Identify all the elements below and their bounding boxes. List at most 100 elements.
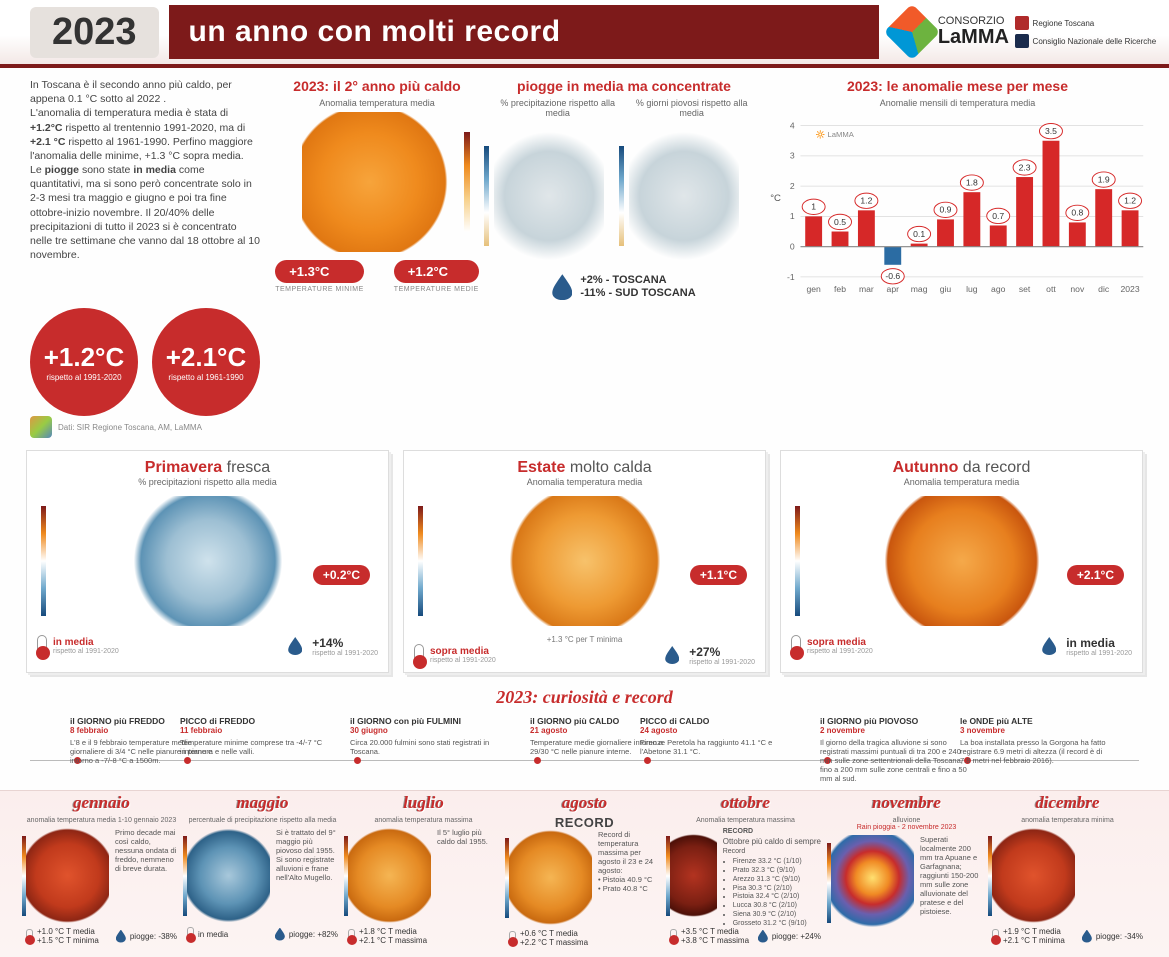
thermometer-icon (37, 635, 47, 657)
month-card-gennaio: gennaio anomalia temperatura media 1-10 … (26, 793, 177, 947)
season-map-0 (128, 496, 288, 626)
map-rainy-days (629, 126, 739, 266)
p2-sub2: % giorni piovosi rispetto alla media (629, 98, 754, 122)
svg-text:0.1: 0.1 (913, 229, 925, 239)
year-box: 2023 (30, 7, 159, 58)
season-card-1: Estate molto calda Anomalia temperatura … (403, 450, 766, 673)
svg-text:mar: mar (859, 284, 874, 294)
regione-icon (1015, 16, 1029, 30)
month-title: gennaio (26, 793, 177, 813)
svg-text:mag: mag (911, 284, 928, 294)
big2-v: +2.1°C (166, 342, 247, 373)
svg-text:0.8: 0.8 (1071, 208, 1083, 218)
panel-monthly-anomaly: 2023: le anomalie mese per mese Anomalie… (766, 78, 1149, 302)
p2-sub1: % precipitazione rispetto alla media (494, 98, 621, 122)
svg-text:1.8: 1.8 (966, 177, 978, 187)
timeline-item-1: PICCO di FREDDO 11 febbraio Temperature … (180, 716, 330, 756)
p3-title: 2023: le anomalie mese per mese (847, 78, 1068, 94)
svg-text:1.9: 1.9 (1098, 174, 1110, 184)
svg-text:set: set (1019, 284, 1031, 294)
thermometer-icon (348, 929, 355, 943)
month-map-maggio (187, 828, 270, 923)
month-card-luglio: luglio anomalia temperatura massima Il 5… (348, 793, 499, 947)
timeline-dot-3 (534, 757, 541, 764)
panel-warmest-year: 2023: il 2° anno più caldo Anomalia temp… (272, 78, 482, 302)
season-card-2: Autunno da record Anomalia temperatura m… (780, 450, 1143, 673)
panel-rain: piogge in media ma concentrate % precipi… (494, 78, 754, 302)
lamma-top: CONSORZIO (938, 15, 1005, 27)
thermometer-icon (509, 931, 516, 945)
drop-icon (288, 637, 302, 655)
month-title: ottobre (670, 793, 821, 813)
thermometer-icon (26, 929, 33, 943)
svg-text:ago: ago (991, 284, 1006, 294)
logo-strip: CONSORZIO LaMMA Regione Toscana Consigli… (879, 12, 1169, 52)
timeline-item-2: il GIORNO con più FULMINI 30 giugno Circ… (350, 716, 500, 756)
svg-text:-1: -1 (787, 272, 795, 282)
thermometer-icon (670, 929, 677, 943)
month-title: luglio (348, 793, 499, 813)
svg-text:giu: giu (940, 284, 952, 294)
pill-tmed-lab: TEMPERATURE MEDIE (394, 286, 479, 293)
rain-sud: -11% - SUD TOSCANA (580, 287, 695, 300)
svg-text:0.7: 0.7 (992, 211, 1004, 221)
record-list: RECORD Ottobre più caldo di sempre Recor… (723, 828, 821, 923)
svg-text:0.9: 0.9 (940, 205, 952, 215)
svg-text:0: 0 (790, 242, 795, 252)
thermometer-icon (187, 927, 194, 941)
month-map-agosto (509, 830, 592, 925)
map-precip-pct (494, 126, 604, 266)
pill-tmin-lab: TEMPERATURE MINIME (275, 286, 364, 293)
lamma-logo: CONSORZIO LaMMA (892, 12, 1009, 52)
timeline: il GIORNO più FREDDO 8 febbraio L'8 e il… (30, 716, 1139, 784)
season-anom-2: +2.1°C (1067, 565, 1124, 585)
svg-text:feb: feb (834, 284, 846, 294)
rain-toscana: +2% - TOSCANA (580, 274, 695, 287)
month-title: dicembre (992, 793, 1143, 813)
svg-text:°C: °C (770, 193, 781, 204)
svg-text:3.5: 3.5 (1045, 126, 1057, 136)
drop-icon (1082, 930, 1092, 943)
pill-tmin: +1.3°C (275, 260, 364, 283)
svg-text:1.2: 1.2 (860, 196, 872, 206)
season-anom-0: +0.2°C (313, 565, 370, 585)
month-map-gennaio (26, 828, 109, 923)
title: un anno con molti record (169, 5, 879, 59)
svg-text:2.3: 2.3 (1019, 162, 1031, 172)
drop-icon (665, 646, 679, 664)
month-card-agosto: agosto RECORD Record di temperatura mass… (509, 793, 660, 947)
header: 2023 un anno con molti record CONSORZIO … (0, 0, 1169, 68)
timeline-dot-2 (354, 757, 361, 764)
month-map-ottobre (670, 828, 717, 923)
pill-tmed: +1.2°C (394, 260, 479, 283)
svg-text:ott: ott (1046, 284, 1056, 294)
svg-text:🔆 LaMMA: 🔆 LaMMA (816, 129, 855, 139)
month-map-dicembre (992, 828, 1075, 923)
timeline-dot-1 (184, 757, 191, 764)
big1-v: +1.2°C (44, 342, 125, 373)
month-title: maggio (187, 793, 338, 813)
month-card-dicembre: dicembre anomalia temperatura minima +1.… (992, 793, 1143, 947)
drop-icon (552, 274, 572, 300)
drop-icon (116, 930, 126, 943)
svg-text:dic: dic (1098, 284, 1110, 294)
svg-text:nov: nov (1070, 284, 1085, 294)
cnr-icon (1015, 34, 1029, 48)
timeline-item-5: il GIORNO più PIOVOSO 2 novembre Il gior… (820, 716, 970, 783)
timeline-item-6: le ONDE più ALTE 3 novembre La boa insta… (960, 716, 1110, 765)
svg-text:2023: 2023 (1120, 284, 1139, 294)
svg-text:0.5: 0.5 (834, 217, 846, 227)
svg-text:2: 2 (790, 181, 795, 191)
p3-sub: Anomalie mensili di temperatura media (880, 98, 1036, 108)
p2-title: piogge in media ma concentrate (517, 78, 731, 94)
src-icon (30, 416, 52, 438)
svg-text:-0.6: -0.6 (885, 271, 900, 281)
regione-label: Regione Toscana (1033, 19, 1095, 28)
p1-sub: Anomalia temperatura media (319, 98, 435, 108)
big1-r: rispetto al 1991-2020 (46, 373, 121, 382)
season-map-2 (882, 496, 1042, 626)
svg-text:lug: lug (966, 284, 978, 294)
svg-text:1: 1 (811, 202, 816, 212)
big-anom-1961: +2.1°C rispetto al 1961-1990 (152, 308, 260, 416)
month-title: agosto (509, 793, 660, 813)
